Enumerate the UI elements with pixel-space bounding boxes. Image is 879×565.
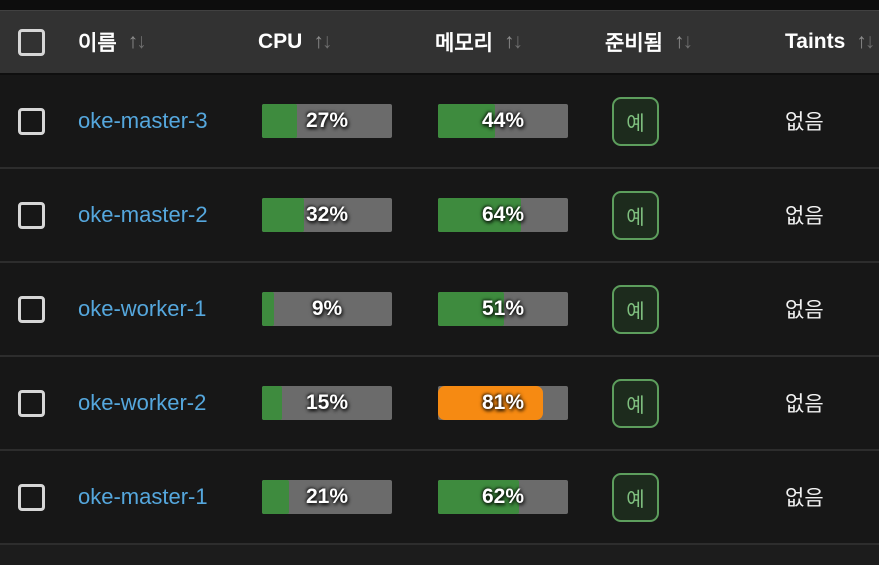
row-checkbox[interactable] — [18, 201, 45, 229]
memory-usage-bar: 62% — [438, 480, 568, 514]
select-all-checkbox[interactable] — [18, 28, 45, 56]
memory-usage-bar: 81% — [438, 386, 568, 420]
column-header-cpu[interactable]: CPU ↑ ↓ — [258, 11, 435, 73]
table-row: oke-master-3 27% 44% 예 없음 — [0, 75, 879, 169]
cpu-percent-label: 9% — [311, 297, 343, 320]
top-strip — [0, 0, 879, 10]
node-name-link[interactable]: oke-master-2 — [78, 202, 208, 227]
memory-percent-label: 51% — [481, 297, 525, 320]
cpu-bar-fill — [262, 292, 274, 326]
table-header-row: 이름 ↑ ↓ CPU ↑ ↓ 메모리 ↑ ↓ 준비됨 ↑ ↓ Taints ↑ ↓ — [0, 10, 879, 75]
ready-status-badge: 예 — [612, 472, 659, 522]
sort-icon: ↑ ↓ — [673, 30, 693, 53]
memory-percent-label: 81% — [481, 391, 525, 414]
memory-bar-fill — [438, 386, 544, 420]
table-row: oke-worker-1 9% 51% 예 없음 — [0, 263, 879, 357]
column-header-cpu-label: CPU — [258, 30, 303, 53]
cpu-percent-label: 21% — [305, 485, 349, 508]
row-checkbox[interactable] — [18, 483, 45, 511]
memory-usage-bar: 51% — [438, 292, 568, 326]
cpu-usage-bar: 15% — [262, 386, 392, 420]
sort-icon: ↑ ↓ — [856, 30, 875, 53]
row-checkbox[interactable] — [18, 295, 45, 323]
cpu-bar-fill — [262, 198, 304, 232]
column-header-taints[interactable]: Taints ↑ ↓ — [785, 11, 879, 73]
memory-bar-fill — [438, 198, 522, 232]
row-checkbox[interactable] — [18, 389, 45, 417]
column-header-ready-label: 준비됨 — [605, 32, 663, 55]
cpu-bar-fill — [262, 104, 298, 138]
memory-bar-fill — [438, 104, 496, 138]
cpu-usage-bar: 21% — [262, 480, 392, 514]
ready-status-badge: 예 — [612, 190, 659, 240]
column-header-name[interactable]: 이름 ↑ ↓ — [78, 11, 258, 73]
next-row-partial — [0, 545, 879, 565]
table-row: oke-master-1 21% 62% 예 없음 — [0, 451, 879, 545]
memory-percent-label: 44% — [481, 109, 525, 132]
taints-value: 없음 — [785, 393, 824, 416]
cpu-usage-bar: 32% — [262, 198, 392, 232]
memory-usage-bar: 44% — [438, 104, 568, 138]
cpu-percent-label: 32% — [305, 203, 349, 226]
column-header-taints-label: Taints — [785, 30, 846, 53]
column-header-memory-label: 메모리 — [435, 32, 493, 55]
cpu-bar-fill — [262, 386, 282, 420]
memory-bar-fill — [438, 292, 505, 326]
table-row: oke-worker-2 15% 81% 예 없음 — [0, 357, 879, 451]
memory-percent-label: 62% — [481, 485, 525, 508]
node-name-link[interactable]: oke-master-1 — [78, 484, 208, 509]
ready-status-badge: 예 — [612, 378, 659, 428]
taints-value: 없음 — [785, 487, 824, 510]
column-header-ready[interactable]: 준비됨 ↑ ↓ — [605, 11, 785, 73]
cpu-usage-bar: 9% — [262, 292, 392, 326]
table-row: oke-master-2 32% 64% 예 없음 — [0, 169, 879, 263]
memory-bar-fill — [438, 480, 519, 514]
ready-status-badge: 예 — [612, 96, 659, 146]
select-all-cell — [0, 28, 78, 56]
sort-icon: ↑ ↓ — [127, 30, 147, 53]
cpu-percent-label: 27% — [305, 109, 349, 132]
cpu-usage-bar: 27% — [262, 104, 392, 138]
node-name-link[interactable]: oke-master-3 — [78, 108, 208, 133]
taints-value: 없음 — [785, 111, 824, 134]
memory-percent-label: 64% — [481, 203, 525, 226]
sort-icon: ↑ ↓ — [503, 30, 523, 53]
ready-status-badge: 예 — [612, 284, 659, 334]
taints-value: 없음 — [785, 299, 824, 322]
sort-icon: ↑ ↓ — [313, 30, 332, 53]
node-name-link[interactable]: oke-worker-2 — [78, 390, 207, 415]
row-checkbox[interactable] — [18, 107, 45, 135]
column-header-memory[interactable]: 메모리 ↑ ↓ — [435, 11, 605, 73]
node-name-link[interactable]: oke-worker-1 — [78, 296, 207, 321]
taints-value: 없음 — [785, 205, 824, 228]
cpu-bar-fill — [262, 480, 290, 514]
memory-usage-bar: 64% — [438, 198, 568, 232]
column-header-name-label: 이름 — [78, 32, 117, 55]
cpu-percent-label: 15% — [305, 391, 349, 414]
